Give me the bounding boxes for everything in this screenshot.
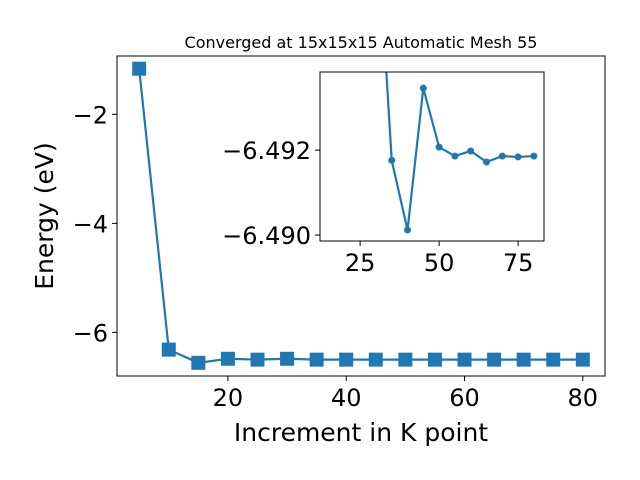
marker (498, 152, 506, 160)
marker (280, 351, 295, 366)
marker (451, 152, 459, 160)
x-tick-label: 20 (213, 384, 244, 412)
x-tick-label: 40 (331, 384, 362, 412)
y-tick-label: −4 (73, 210, 108, 238)
x-tick-label: 50 (424, 249, 455, 277)
series-line (138, 68, 583, 364)
marker (435, 143, 443, 151)
marker (220, 351, 235, 366)
marker (368, 352, 383, 367)
marker (191, 355, 206, 370)
y-tick-label: −2 (73, 101, 108, 129)
marker (457, 352, 472, 367)
marker (482, 158, 490, 166)
marker (339, 352, 354, 367)
marker (161, 342, 176, 357)
plot-series (385, 72, 538, 234)
marker (514, 153, 522, 161)
x-tick-label: 60 (449, 384, 480, 412)
marker (530, 152, 538, 160)
y-tick-label: −6 (73, 319, 108, 347)
x-tick-label: 80 (568, 384, 599, 412)
marker (398, 352, 413, 367)
y-tick-label: −6.492 (222, 137, 311, 165)
marker (404, 226, 412, 234)
marker (250, 352, 265, 367)
axes-frame (116, 55, 606, 377)
y-tick-label: −6.490 (222, 222, 311, 250)
marker (467, 147, 475, 155)
marker (419, 84, 427, 92)
marker (427, 352, 442, 367)
plot-series (132, 61, 590, 370)
marker (132, 61, 147, 76)
marker (388, 156, 396, 164)
axes-frame (319, 71, 545, 242)
marker (546, 352, 561, 367)
marker (309, 352, 324, 367)
x-tick-label: 25 (345, 249, 376, 277)
x-tick-label: 75 (503, 249, 534, 277)
marker (487, 352, 502, 367)
x-axis-label: Increment in K point (234, 418, 488, 447)
y-axis-label: Energy (eV) (30, 142, 59, 289)
marker (575, 352, 590, 367)
chart-title: Converged at 15x15x15 Automatic Mesh 55 (185, 33, 538, 52)
marker (516, 352, 531, 367)
